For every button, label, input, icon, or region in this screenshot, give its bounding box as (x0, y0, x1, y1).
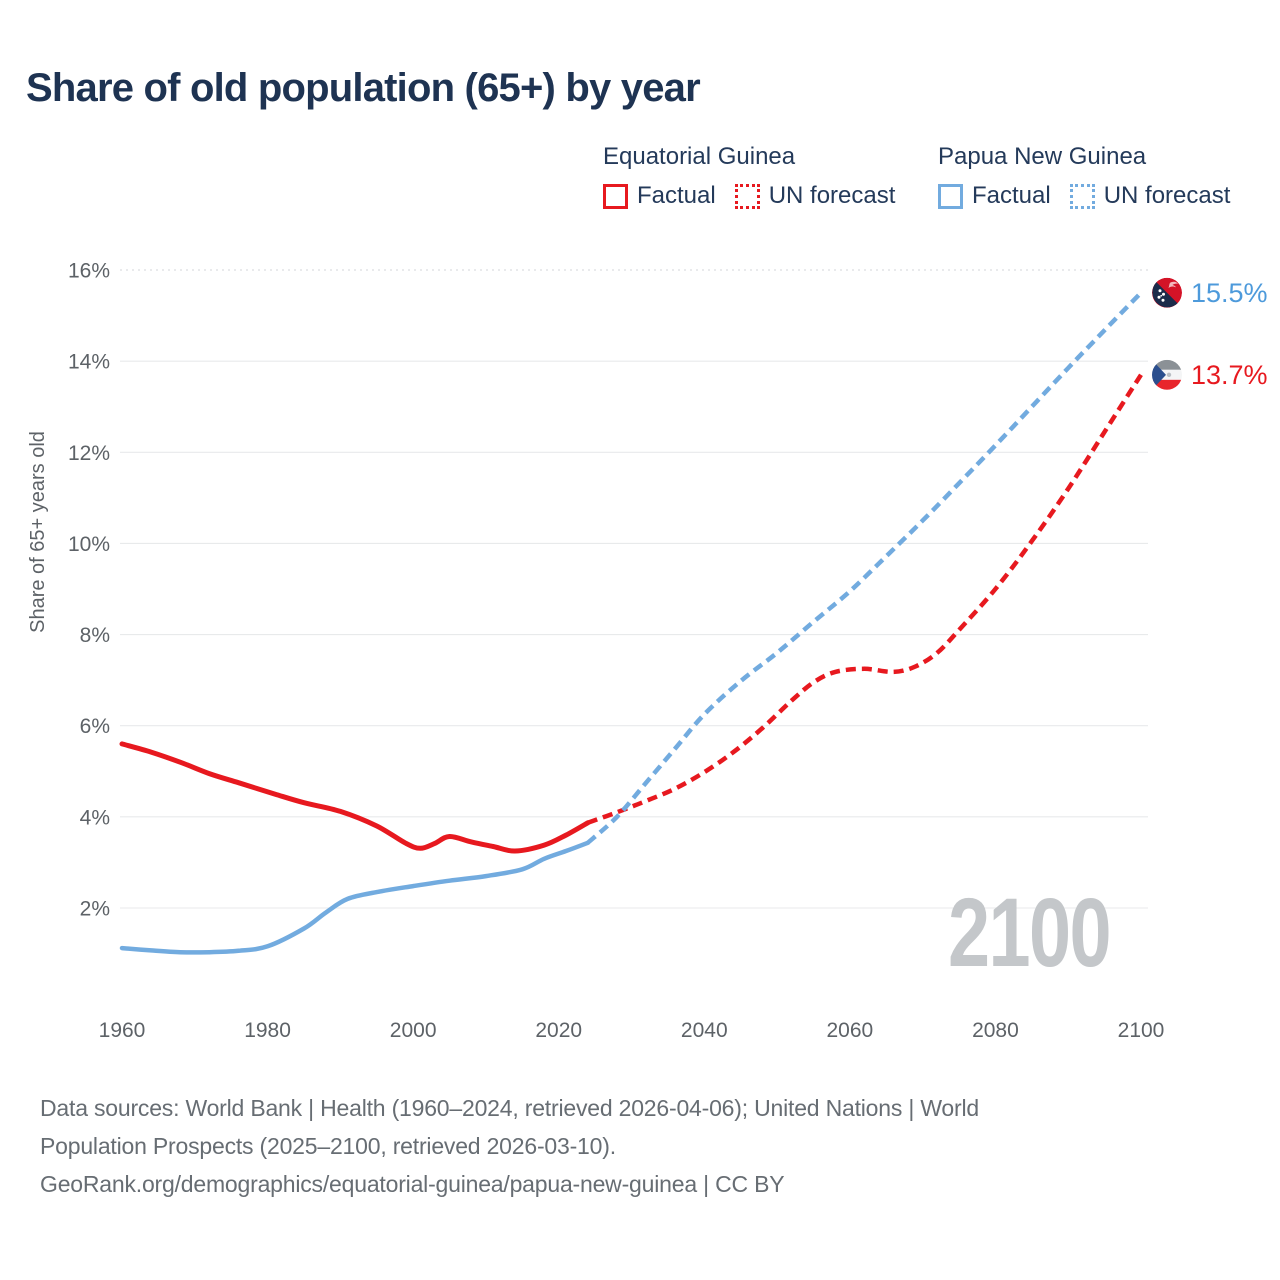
legend-label-eqg-forecast: UN forecast (768, 182, 896, 209)
data-sources-footer: Data sources: World Bank | Health (1960–… (40, 1089, 1220, 1203)
y-tick-label-10: 10% (68, 533, 110, 556)
equatorial-guinea-flag-icon (1152, 359, 1182, 390)
legend-group-papua-new-guinea: Papua New Guinea Factual UN forecast (938, 143, 1230, 210)
end-value-label-equatorial-guinea: 13.7% (1191, 360, 1268, 390)
series-path-equatorial-guinea-un-forecast (587, 373, 1143, 825)
legend-row-equatorial-guinea: Factual UN forecast (603, 182, 895, 210)
legend-label-png-forecast: UN forecast (1103, 182, 1231, 209)
legend-group-equatorial-guinea: Equatorial Guinea Factual UN forecast (603, 143, 895, 210)
legend-group-title-papua-new-guinea: Papua New Guinea (938, 143, 1147, 170)
y-tick-label-16: 16% (68, 260, 110, 283)
y-tick-label-2: 2% (80, 898, 110, 921)
footer-line-1: Data sources: World Bank | Health (1960–… (40, 1095, 979, 1121)
y-axis-title: Share of 65+ years old (27, 431, 49, 633)
legend-swatch-eqg-factual (603, 183, 628, 209)
series-path-papua-new-guinea-factual (119, 840, 591, 955)
footer-line-2: Population Prospects (2025–2100, retriev… (40, 1133, 616, 1159)
legend-row-papua-new-guinea: Factual UN forecast (938, 182, 1230, 210)
y-tick-label-14: 14% (68, 351, 110, 374)
end-value-label-papua-new-guinea: 15.5% (1191, 278, 1268, 308)
series-path-equatorial-guinea-factual (119, 741, 591, 854)
y-tick-label-12: 12% (68, 442, 110, 465)
y-tick-label-8: 8% (80, 624, 110, 647)
legend-swatch-png-factual (938, 183, 963, 209)
x-tick-label-1960: 1960 (99, 1019, 146, 1042)
footer-line-3: GeoRank.org/demographics/equatorial-guin… (40, 1171, 785, 1197)
legend-label-eqg-factual: Factual (637, 182, 716, 209)
x-tick-label-1980: 1980 (244, 1019, 291, 1042)
legend-group-title-equatorial-guinea: Equatorial Guinea (603, 143, 796, 170)
y-tick-label-6: 6% (80, 715, 110, 738)
legend-swatch-eqg-forecast (734, 183, 760, 209)
x-tick-label-2060: 2060 (826, 1019, 873, 1042)
x-tick-label-2000: 2000 (390, 1019, 437, 1042)
x-tick-label-2020: 2020 (535, 1019, 582, 1042)
y-tick-label-4: 4% (80, 806, 110, 829)
x-tick-label-2100: 2100 (1118, 1019, 1165, 1042)
watermark-year: 2100 (948, 878, 1112, 987)
legend-swatch-png-forecast (1069, 183, 1095, 209)
legend-label-png-factual: Factual (972, 182, 1051, 209)
page-title: Share of old population (65+) by year (26, 66, 701, 110)
series-path-papua-new-guinea-un-forecast (586, 291, 1143, 845)
legend: Equatorial Guinea Factual UN forecast Pa… (0, 143, 1280, 223)
x-tick-label-2040: 2040 (681, 1019, 728, 1042)
papua-new-guinea-flag-icon (1152, 277, 1182, 308)
x-tick-label-2080: 2080 (972, 1019, 1019, 1042)
